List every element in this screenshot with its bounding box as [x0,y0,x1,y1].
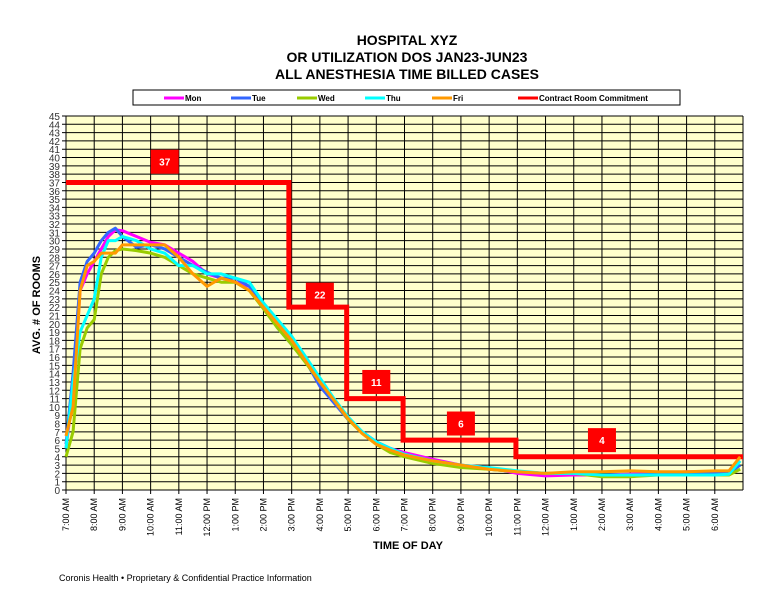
contract-label-box [362,369,391,394]
legend-label: Mon [185,94,202,103]
x-tick-label: 12:00 PM [202,498,212,537]
y-tick-label: 8 [54,420,60,431]
x-tick-label: 3:00 PM [287,498,297,532]
contract-label: 4 [599,436,605,447]
y-tick-label: 32 [49,220,61,231]
x-tick-label: 10:00 AM [146,498,156,536]
x-tick-label: 12:00 AM [541,498,551,536]
x-tick-label: 8:00 AM [89,498,99,531]
y-tick-label: 36 [49,187,61,198]
series-line-thu [64,235,742,477]
y-tick-label: 44 [49,120,61,131]
y-tick-label: 40 [49,154,61,165]
contract-commitment-line [66,179,743,460]
y-tick-label: 9 [54,411,60,422]
x-tick-label: 4:00 PM [315,498,325,532]
y-tick-label: 29 [49,245,61,256]
x-tick-label: 4:00 AM [653,498,663,531]
y-tick-label: 22 [49,303,61,314]
contract-label-box [446,411,475,436]
contract-label: 6 [458,420,464,431]
x-tick-label: 5:00 AM [682,498,692,531]
y-tick-label: 41 [49,145,61,156]
y-tick-label: 0 [54,486,60,497]
x-tick-label: 9:00 AM [117,498,127,531]
x-tick-label: 6:00 PM [371,498,381,532]
y-tick-label: 34 [49,203,61,214]
x-tick-label: 11:00 AM [174,498,184,535]
contract-label: 11 [371,378,382,389]
x-tick-label: 3:00 AM [625,498,635,531]
chart-title-line: OR UTILIZATION DOS JAN23-JUN23 [287,49,528,65]
legend-box [132,89,681,106]
x-tick-label: 5:00 PM [343,498,353,532]
contract-label-box [150,149,179,174]
y-tick-label: 24 [49,287,61,298]
y-tick-label: 31 [49,228,61,239]
y-tick-label: 38 [49,170,61,181]
y-tick-label: 27 [49,262,61,273]
y-tick-label: 14 [49,370,61,381]
y-tick-label: 20 [49,320,61,331]
legend-label: Contract Room Commitment [539,94,648,103]
chart-title-line: ALL ANESTHESIA TIME BILLED CASES [275,66,539,82]
x-tick-label: 2:00 AM [597,498,607,531]
x-tick-label: 10:00 PM [484,498,494,537]
x-tick-label: 7:00 AM [61,498,71,531]
y-tick-label: 28 [49,253,61,264]
x-axis-label: TIME OF DAY [373,540,444,552]
y-tick-label: 26 [49,270,61,281]
footer-text: Coronis Health • Proprietary & Confident… [59,573,312,583]
x-tick-label: 1:00 AM [569,498,579,531]
legend-label: Fri [453,94,463,103]
chart-title-line: HOSPITAL XYZ [357,32,458,48]
legend-label: Tue [252,94,266,103]
y-tick-label: 18 [49,336,61,347]
y-axis-label: AVG. # OF ROOMS [31,256,43,354]
series-line-fri [64,243,742,475]
contract-label-box [305,282,334,307]
x-tick-label: 2:00 PM [258,498,268,532]
y-tick-label: 42 [49,137,61,148]
x-tick-label: 11:00 PM [512,498,522,536]
x-tick-label: 8:00 PM [428,498,438,532]
y-tick-label: 4 [54,453,60,464]
contract-label: 37 [159,158,171,169]
y-tick-label: 35 [49,195,61,206]
y-tick-label: 23 [49,295,61,306]
y-tick-label: 5 [54,444,60,455]
x-tick-label: 9:00 PM [456,498,466,532]
y-tick-label: 12 [49,386,61,397]
y-tick-label: 13 [49,378,61,389]
x-tick-label: 7:00 PM [400,498,410,532]
x-tick-label: 1:00 PM [230,498,240,532]
y-tick-label: 21 [49,311,61,322]
y-tick-label: 10 [49,403,61,414]
y-tick-label: 19 [49,328,61,339]
y-tick-label: 30 [49,237,61,248]
y-tick-label: 45 [49,112,61,123]
y-tick-label: 2 [54,469,60,480]
y-tick-label: 16 [49,353,61,364]
y-tick-label: 7 [54,428,60,439]
y-tick-label: 6 [54,436,60,447]
y-tick-label: 39 [49,162,61,173]
y-tick-label: 3 [54,461,60,472]
y-tick-label: 43 [49,129,61,140]
y-tick-label: 15 [49,361,61,372]
y-tick-label: 33 [49,212,61,223]
y-tick-label: 37 [49,178,61,189]
contract-label: 22 [314,291,326,302]
contract-label-box [587,428,616,453]
y-tick-label: 25 [49,278,61,289]
y-tick-label: 11 [50,395,61,406]
legend-label: Wed [318,94,335,103]
legend-label: Thu [386,94,401,103]
y-tick-label: 1 [54,478,60,489]
x-tick-label: 6:00 AM [710,498,720,531]
y-tick-label: 17 [49,345,61,356]
